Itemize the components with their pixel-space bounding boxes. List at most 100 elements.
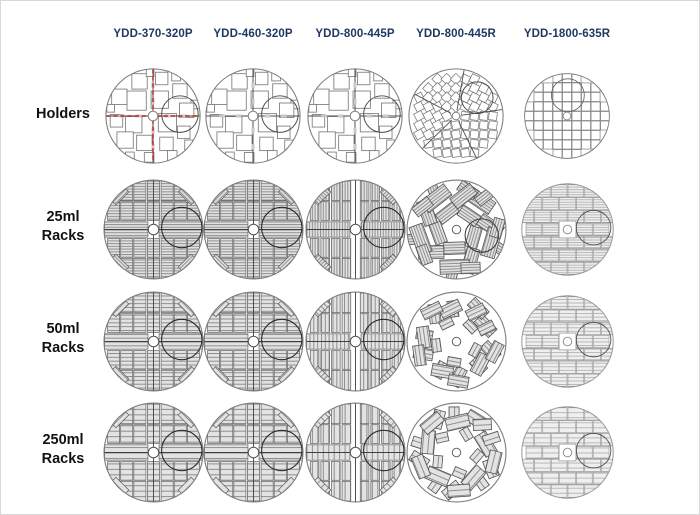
diagram-250ml-racks-ydd-460-320p xyxy=(201,400,306,505)
inner-canister-circle xyxy=(363,95,401,133)
diagram-250ml-racks-ydd-800-445r xyxy=(404,400,509,505)
outer-circle xyxy=(202,178,304,280)
row-label-50ml-racks: 50ml Racks xyxy=(3,320,123,358)
diagram-25ml-racks-ydd-1800-635r xyxy=(519,181,616,278)
inner-canister-circle xyxy=(460,81,494,115)
inner-canister-circle xyxy=(575,321,611,357)
diagram-250ml-racks-ydd-370-320p xyxy=(101,400,206,505)
diagram-50ml-racks-ydd-800-445r xyxy=(404,289,509,394)
outer-circle xyxy=(102,290,204,392)
outer-circle xyxy=(405,401,507,503)
diagram-holders-ydd-370-320p xyxy=(103,66,203,166)
inner-canister-circle xyxy=(575,209,611,245)
vessel-cross-section xyxy=(304,401,406,503)
row-label-25ml-racks: 25ml Racks xyxy=(3,208,123,246)
rack-blocks xyxy=(305,180,405,278)
row-label-line: Racks xyxy=(41,228,85,244)
holder-squares-group xyxy=(106,68,201,163)
diagram-holders-ydd-800-445r xyxy=(406,66,506,166)
center-hub-circle xyxy=(451,111,461,121)
diagram-holders-ydd-1800-635r xyxy=(522,71,612,161)
vessel-cross-section xyxy=(405,401,507,503)
diagram-25ml-racks-ydd-800-445r xyxy=(404,177,509,282)
inner-canister-circle xyxy=(261,95,299,133)
vessel-cross-section xyxy=(202,178,304,280)
inner-canister-circle xyxy=(160,206,203,248)
center-hub-circle xyxy=(349,110,361,122)
diagram-50ml-racks-ydd-1800-635r xyxy=(519,293,616,390)
center-hub-circle xyxy=(247,223,259,235)
vessel-cross-section xyxy=(202,290,304,392)
inner-canister-circle xyxy=(550,78,585,113)
center-hub-circle xyxy=(562,336,572,346)
outer-circle xyxy=(105,68,201,164)
outer-circle xyxy=(520,405,614,499)
outer-circle xyxy=(520,182,614,276)
vessel-cross-section xyxy=(524,73,610,159)
column-header-ydd-370-320p: YDD-370-320P xyxy=(113,28,193,40)
outer-circle xyxy=(102,401,204,503)
vessel-cross-section xyxy=(520,294,614,388)
vessel-cross-section xyxy=(202,401,304,503)
diagram-50ml-racks-ydd-370-320p xyxy=(101,289,206,394)
column-header-ydd-800-445p: YDD-800-445P xyxy=(315,28,395,40)
row-label-line: Holders xyxy=(36,105,90,122)
vessel-cross-section xyxy=(405,178,507,280)
diagram-25ml-racks-ydd-460-320p xyxy=(201,177,306,282)
rack-blocks xyxy=(203,292,303,390)
inner-canister-circle xyxy=(160,318,203,360)
sector-squares-group xyxy=(413,72,499,159)
diagram-25ml-racks-ydd-800-445p xyxy=(303,177,408,282)
sector-divider-lines xyxy=(414,69,503,159)
center-hub-circle xyxy=(562,224,572,234)
center-hub-circle xyxy=(349,223,361,235)
outer-circle xyxy=(202,290,304,392)
vessel-cross-section xyxy=(408,68,504,164)
row-label-line: 25ml xyxy=(46,209,80,225)
cross-lines xyxy=(205,68,301,164)
row-label-line: 250ml xyxy=(42,432,84,448)
vessel-cross-section xyxy=(520,405,614,499)
row-label-line: 50ml xyxy=(46,321,80,337)
inner-canister-circle xyxy=(260,318,303,360)
inner-canister-circle xyxy=(362,429,405,471)
center-hub-circle xyxy=(562,111,572,121)
inner-canister-circle xyxy=(362,318,405,360)
center-hub-circle xyxy=(147,110,159,122)
center-hub-circle xyxy=(147,223,159,235)
rack-blocks xyxy=(411,296,505,389)
inner-canister-circle xyxy=(260,206,303,248)
inner-canister-circle xyxy=(161,95,199,133)
rack-blocks xyxy=(407,406,503,501)
center-hub-circle xyxy=(349,335,361,347)
vessel-cross-section xyxy=(405,290,507,392)
outer-circle xyxy=(304,401,406,503)
center-hub-circle xyxy=(247,110,259,122)
row-label-line: Racks xyxy=(41,340,85,356)
center-hub-circle xyxy=(451,336,461,346)
vessel-cross-section xyxy=(304,290,406,392)
diagram-50ml-racks-ydd-460-320p xyxy=(201,289,306,394)
outer-circle xyxy=(405,178,507,280)
center-hub-circle xyxy=(451,224,461,234)
vessel-cross-section xyxy=(304,178,406,280)
diagram-holders-ydd-800-445p xyxy=(305,66,405,166)
column-header-ydd-1800-635r: YDD-1800-635R xyxy=(523,28,611,40)
outer-circle xyxy=(304,178,406,280)
center-hub-circle xyxy=(247,446,259,458)
outer-circle xyxy=(405,290,507,392)
inner-canister-circle xyxy=(464,217,499,253)
center-hub-circle xyxy=(247,335,259,347)
column-header-ydd-460-320p: YDD-460-320P xyxy=(213,28,293,40)
vessel-cross-section xyxy=(105,68,201,164)
diagram-250ml-racks-ydd-1800-635r xyxy=(519,404,616,501)
vessel-cross-section xyxy=(102,178,204,280)
column-header-ydd-800-445r: YDD-800-445R xyxy=(416,28,496,40)
row-label-holders: Holders xyxy=(3,105,123,124)
diagram-holders-ydd-460-320p xyxy=(203,66,303,166)
center-hub-circle xyxy=(147,335,159,347)
inner-canister-circle xyxy=(362,206,405,248)
grid-squares-group xyxy=(524,73,610,159)
vessel-cross-section xyxy=(102,401,204,503)
